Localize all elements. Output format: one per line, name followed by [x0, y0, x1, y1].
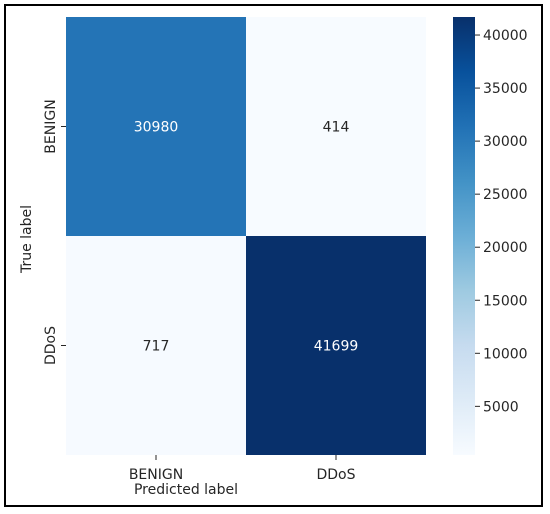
cell-value-label: 41699 — [314, 339, 359, 355]
cell-value-label: 717 — [143, 339, 170, 355]
cell-value-label: 30980 — [134, 120, 179, 136]
colorbar-tick-label: 20000 — [483, 240, 528, 256]
x-axis-ticks: BENIGN DDoS — [129, 455, 356, 483]
heatmap-cells — [66, 17, 426, 455]
colorbar-tick-label: 15000 — [483, 293, 528, 309]
colorbar — [453, 17, 475, 455]
cell-annotations: 30980 414 717 41699 — [134, 120, 359, 355]
x-tick-label: DDoS — [316, 467, 355, 483]
heatmap-cell — [246, 17, 426, 236]
colorbar-tick-label: 30000 — [483, 134, 528, 150]
figure-frame: 30980 414 717 41699 BENIGN DDoS BENIGN DDoS P… — [4, 4, 543, 507]
y-tick-label: DDoS — [43, 326, 59, 365]
colorbar-tick-label: 35000 — [483, 81, 528, 97]
colorbar-tick-label: 25000 — [483, 187, 528, 203]
heatmap-cell — [246, 236, 426, 455]
colorbar-tick-label: 40000 — [483, 28, 528, 44]
x-tick-label: BENIGN — [129, 467, 183, 483]
y-axis-label: True label — [19, 205, 35, 274]
colorbar-tick-label: 10000 — [483, 346, 528, 362]
x-axis-label: Predicted label — [134, 482, 238, 498]
colorbar-ticks: 5000 10000 15000 20000 25000 30000 35000 40000 — [475, 28, 528, 415]
confusion-matrix-chart: 30980 414 717 41699 BENIGN DDoS BENIGN DDoS P… — [19, 17, 528, 498]
y-tick-label: BENIGN — [43, 99, 59, 153]
y-axis-ticks: BENIGN DDoS — [43, 99, 66, 365]
heatmap-cell — [66, 17, 246, 236]
heatmap-cell — [66, 236, 246, 455]
colorbar-tick-label: 5000 — [483, 399, 519, 415]
cell-value-label: 414 — [323, 120, 350, 136]
